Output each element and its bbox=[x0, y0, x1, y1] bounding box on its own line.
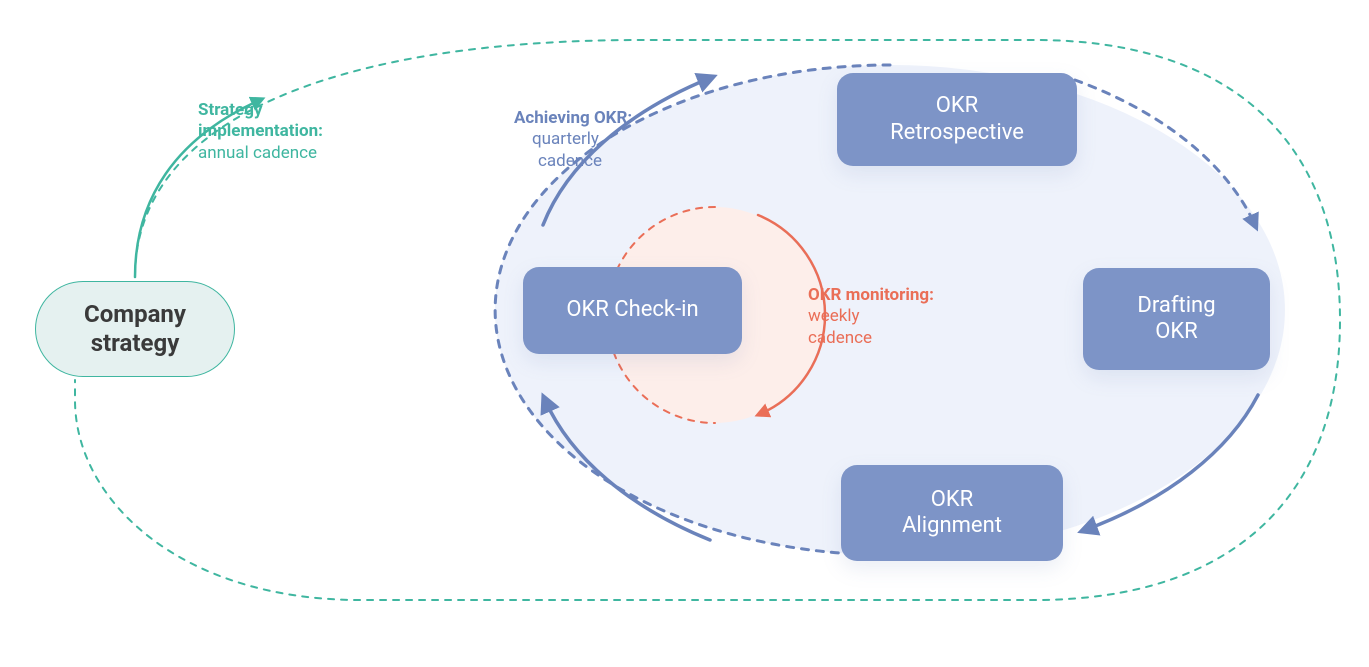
node-okr-retrospective: OKR Retrospective bbox=[837, 73, 1077, 166]
label-strategy-implementation: Strategy implementation: annual cadence bbox=[198, 100, 323, 164]
label-achieving-okr-sub2: cadence bbox=[514, 151, 632, 172]
label-strategy-implementation-sub: annual cadence bbox=[198, 143, 323, 164]
label-strategy-implementation-title2: implementation: bbox=[198, 121, 323, 142]
node-okr-alignment-label: OKR Alignment bbox=[902, 487, 1002, 540]
label-okr-monitoring-sub2: cadence bbox=[808, 328, 934, 349]
label-strategy-implementation-title1: Strategy bbox=[198, 100, 323, 121]
label-achieving-okr-sub1: quarterly bbox=[514, 129, 632, 150]
label-okr-monitoring-sub1: weekly bbox=[808, 306, 934, 327]
label-okr-monitoring: OKR monitoring: weekly cadence bbox=[808, 285, 934, 349]
diagram-canvas: Company strategy OKR Check-in OKR Retros… bbox=[0, 0, 1369, 667]
label-achieving-okr: Achieving OKR: quarterly cadence bbox=[514, 108, 632, 172]
node-company-strategy: Company strategy bbox=[35, 281, 235, 377]
label-okr-monitoring-title: OKR monitoring: bbox=[808, 285, 934, 306]
node-okr-checkin: OKR Check-in bbox=[523, 267, 742, 354]
node-okr-retrospective-label: OKR Retrospective bbox=[890, 93, 1024, 146]
node-okr-alignment: OKR Alignment bbox=[841, 465, 1063, 561]
node-drafting-okr-label: Drafting OKR bbox=[1137, 293, 1215, 346]
node-company-strategy-label: Company strategy bbox=[84, 300, 186, 358]
label-achieving-okr-title: Achieving OKR: bbox=[514, 108, 632, 129]
node-okr-checkin-label: OKR Check-in bbox=[566, 297, 698, 323]
node-drafting-okr: Drafting OKR bbox=[1083, 268, 1270, 370]
